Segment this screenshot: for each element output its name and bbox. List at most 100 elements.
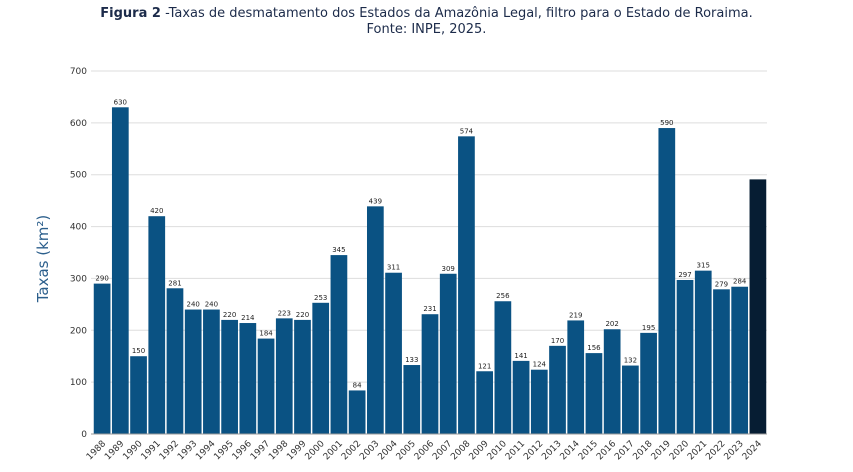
- data-label-2007: 309: [442, 265, 455, 273]
- data-label-2017: 132: [624, 357, 637, 365]
- x-tick-label: 2019: [650, 439, 673, 462]
- x-tick-label: 2004: [376, 439, 399, 462]
- x-tick-label: 2013: [540, 439, 563, 462]
- data-label-2008: 574: [460, 127, 474, 135]
- x-tick-label: 1989: [103, 439, 126, 462]
- figure-caption: Figura 2 -Taxas de desmatamento dos Esta…: [0, 6, 853, 38]
- bar-2003: [366, 206, 384, 434]
- data-label-2011: 141: [514, 352, 527, 360]
- x-tick-label: 2015: [577, 439, 600, 462]
- bar-1996: [239, 323, 257, 434]
- x-tick-label: 2008: [449, 439, 472, 462]
- bar-2008: [458, 136, 475, 434]
- x-tick-label: 2011: [504, 439, 527, 462]
- y-tick-label: 700: [70, 67, 87, 77]
- bar-2007: [439, 273, 457, 434]
- x-tick-label: 2009: [468, 439, 491, 462]
- bar-2005: [403, 365, 421, 434]
- y-tick-label: 400: [70, 223, 87, 233]
- data-label-2000: 253: [314, 294, 327, 302]
- data-label-1999: 220: [296, 311, 309, 319]
- x-tick-label: 2020: [668, 439, 691, 462]
- bar-2004: [385, 272, 402, 434]
- data-label-2022: 279: [715, 280, 728, 288]
- x-tick-label: 2023: [723, 439, 746, 462]
- x-tick-label: 2010: [486, 439, 509, 462]
- data-label-1991: 420: [150, 207, 163, 215]
- bar-2011: [512, 360, 530, 434]
- x-tick-label: 2018: [631, 439, 654, 462]
- data-label-2002: 84: [353, 381, 362, 389]
- bar-1988: [93, 283, 111, 434]
- data-label-2019: 590: [660, 119, 673, 127]
- x-tick-label: 1990: [121, 439, 144, 462]
- x-tick-label: 2002: [340, 439, 363, 462]
- x-tick-label: 1992: [158, 439, 181, 462]
- x-tick-label: 2005: [395, 439, 418, 462]
- data-label-1996: 214: [241, 314, 255, 322]
- data-label-1989: 630: [114, 98, 127, 106]
- data-label-2004: 311: [387, 264, 400, 272]
- figure-label: Figura 2: [100, 6, 161, 21]
- bar-2012: [530, 369, 548, 434]
- bar-2024: [749, 179, 767, 434]
- data-label-2021: 315: [697, 262, 710, 270]
- data-label-2018: 195: [642, 324, 655, 332]
- bar-2001: [330, 255, 348, 434]
- data-label-1995: 220: [223, 311, 236, 319]
- bar-1998: [275, 318, 293, 434]
- bar-2009: [476, 371, 494, 434]
- data-label-1997: 184: [259, 330, 273, 338]
- bar-2002: [348, 390, 366, 434]
- x-tick-label: 2021: [686, 439, 709, 462]
- x-tick-label: 1997: [249, 439, 272, 462]
- figure-title-line: Figura 2 -Taxas de desmatamento dos Esta…: [0, 6, 853, 22]
- data-label-1994: 240: [205, 301, 218, 309]
- data-label-1992: 281: [168, 279, 181, 287]
- bar-2015: [585, 353, 603, 434]
- data-label-2015: 156: [587, 344, 601, 352]
- bar-2014: [567, 320, 585, 434]
- bar-1999: [294, 319, 311, 434]
- bar-2023: [731, 286, 749, 434]
- y-tick-label: 300: [70, 274, 87, 284]
- bar-2017: [622, 365, 639, 434]
- data-label-1993: 240: [187, 301, 200, 309]
- x-tick-label: 1999: [285, 439, 308, 462]
- bar-2010: [494, 301, 512, 434]
- x-tick-label: 1991: [140, 439, 163, 462]
- data-label-2003: 439: [369, 197, 382, 205]
- x-tick-label: 2003: [358, 439, 381, 462]
- bar-1989: [111, 107, 129, 435]
- bar-2019: [658, 128, 676, 435]
- data-label-2009: 121: [478, 362, 491, 370]
- data-label-2012: 124: [533, 361, 547, 369]
- bar-1997: [257, 338, 275, 434]
- figure-title: -Taxas de desmatamento dos Estados da Am…: [165, 6, 753, 21]
- bar-2021: [694, 270, 712, 434]
- y-tick-label: 0: [81, 430, 87, 440]
- data-label-2016: 202: [605, 320, 618, 328]
- data-label-2023: 284: [733, 278, 747, 286]
- bar-2006: [421, 314, 439, 434]
- data-label-2010: 256: [496, 292, 510, 300]
- x-tick-label: 2000: [304, 439, 327, 462]
- figure-source: Fonte: INPE, 2025.: [366, 22, 487, 37]
- data-label-1990: 150: [132, 347, 145, 355]
- data-label-2005: 133: [405, 356, 418, 364]
- bar-1993: [184, 309, 202, 434]
- bar-1992: [166, 288, 184, 434]
- bar-1990: [130, 356, 147, 434]
- bar-2013: [549, 345, 566, 434]
- x-tick-label: 2024: [741, 439, 764, 462]
- x-tick-label: 1988: [85, 439, 108, 462]
- data-label-1998: 223: [278, 309, 291, 317]
- data-label-2001: 345: [332, 246, 345, 254]
- bar-1991: [148, 216, 166, 434]
- y-tick-label: 200: [70, 326, 87, 336]
- x-tick-label: 2014: [559, 439, 582, 462]
- y-tick-label: 500: [70, 171, 87, 181]
- x-tick-label: 2007: [431, 439, 454, 462]
- bar-2000: [312, 302, 330, 434]
